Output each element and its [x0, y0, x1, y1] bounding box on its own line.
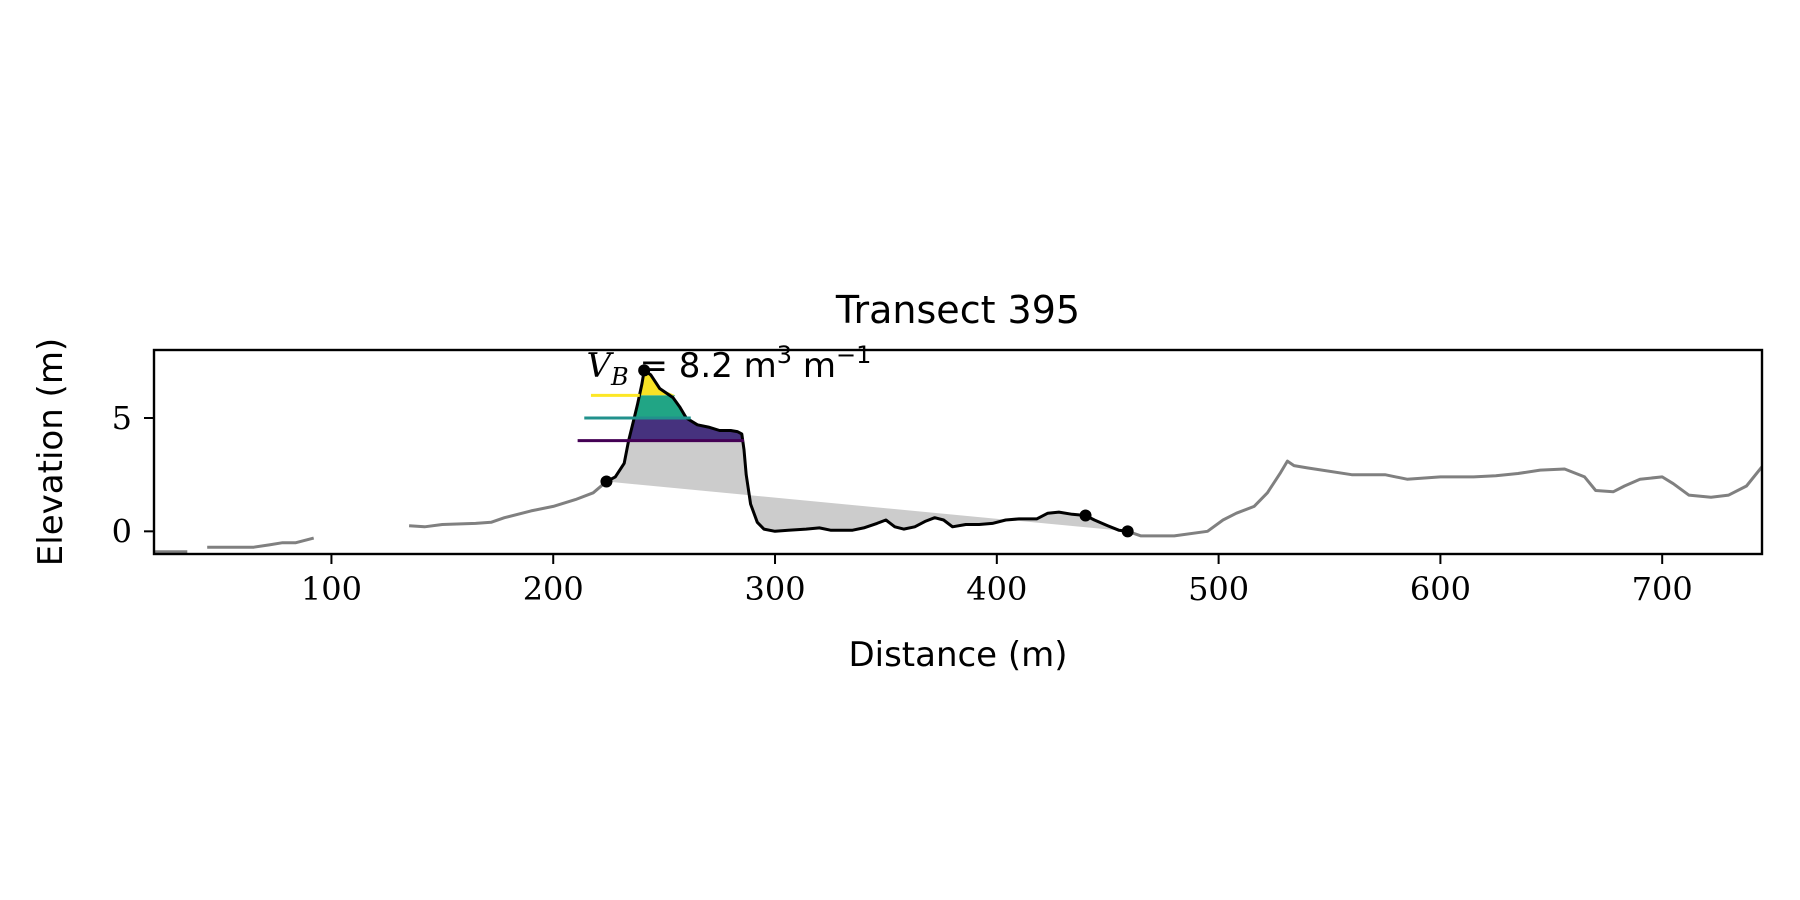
plot-frame — [152, 348, 1764, 556]
line-layer — [154, 368, 1762, 554]
volume-annotation: VB = 8.2 m3 m−1 — [586, 341, 871, 391]
annotation-value: = 8.2 m — [629, 346, 777, 386]
full-profile-segment-2 — [408, 480, 608, 529]
chart-title: Transect 395 — [835, 288, 1080, 332]
level-fill-high — [639, 370, 676, 396]
dune-profile-line — [605, 368, 1128, 533]
profile-marker-0 — [600, 475, 613, 488]
volume-region — [606, 440, 1128, 532]
marker-layer — [600, 364, 1134, 538]
level-fill-low — [628, 418, 744, 441]
annotation-mid: m — [792, 346, 836, 386]
profile-marker-2 — [1079, 509, 1092, 522]
y-tick-label: 5 — [112, 399, 132, 437]
profile-marker-1 — [638, 364, 651, 377]
x-tick-label: 200 — [523, 570, 584, 608]
annotation-lead: V — [586, 346, 614, 386]
x-tick-label: 100 — [301, 570, 362, 608]
y-axis: 05 — [112, 399, 154, 550]
y-tick-label: 0 — [112, 512, 132, 550]
x-axis-label: Distance (m) — [848, 635, 1067, 675]
profile-marker-3 — [1121, 525, 1134, 538]
plot-area — [154, 368, 1762, 554]
x-tick-label: 700 — [1632, 570, 1693, 608]
x-tick-label: 600 — [1410, 570, 1471, 608]
annotation-sup-1: 3 — [777, 341, 792, 369]
level-fill-mid — [635, 395, 687, 418]
y-axis-label: Elevation (m) — [31, 338, 71, 566]
x-tick-label: 400 — [966, 570, 1027, 608]
x-tick-label: 300 — [744, 570, 805, 608]
full-profile-segment-1 — [207, 536, 315, 549]
x-tick-label: 500 — [1188, 570, 1249, 608]
full-profile-segment-3 — [1127, 459, 1762, 538]
annotation-sup-2: −1 — [836, 341, 871, 369]
x-axis: 100 200 300 400 500 600 700 — [301, 554, 1693, 608]
fill-layer — [606, 370, 1128, 532]
annotation-subscript: B — [610, 363, 629, 391]
